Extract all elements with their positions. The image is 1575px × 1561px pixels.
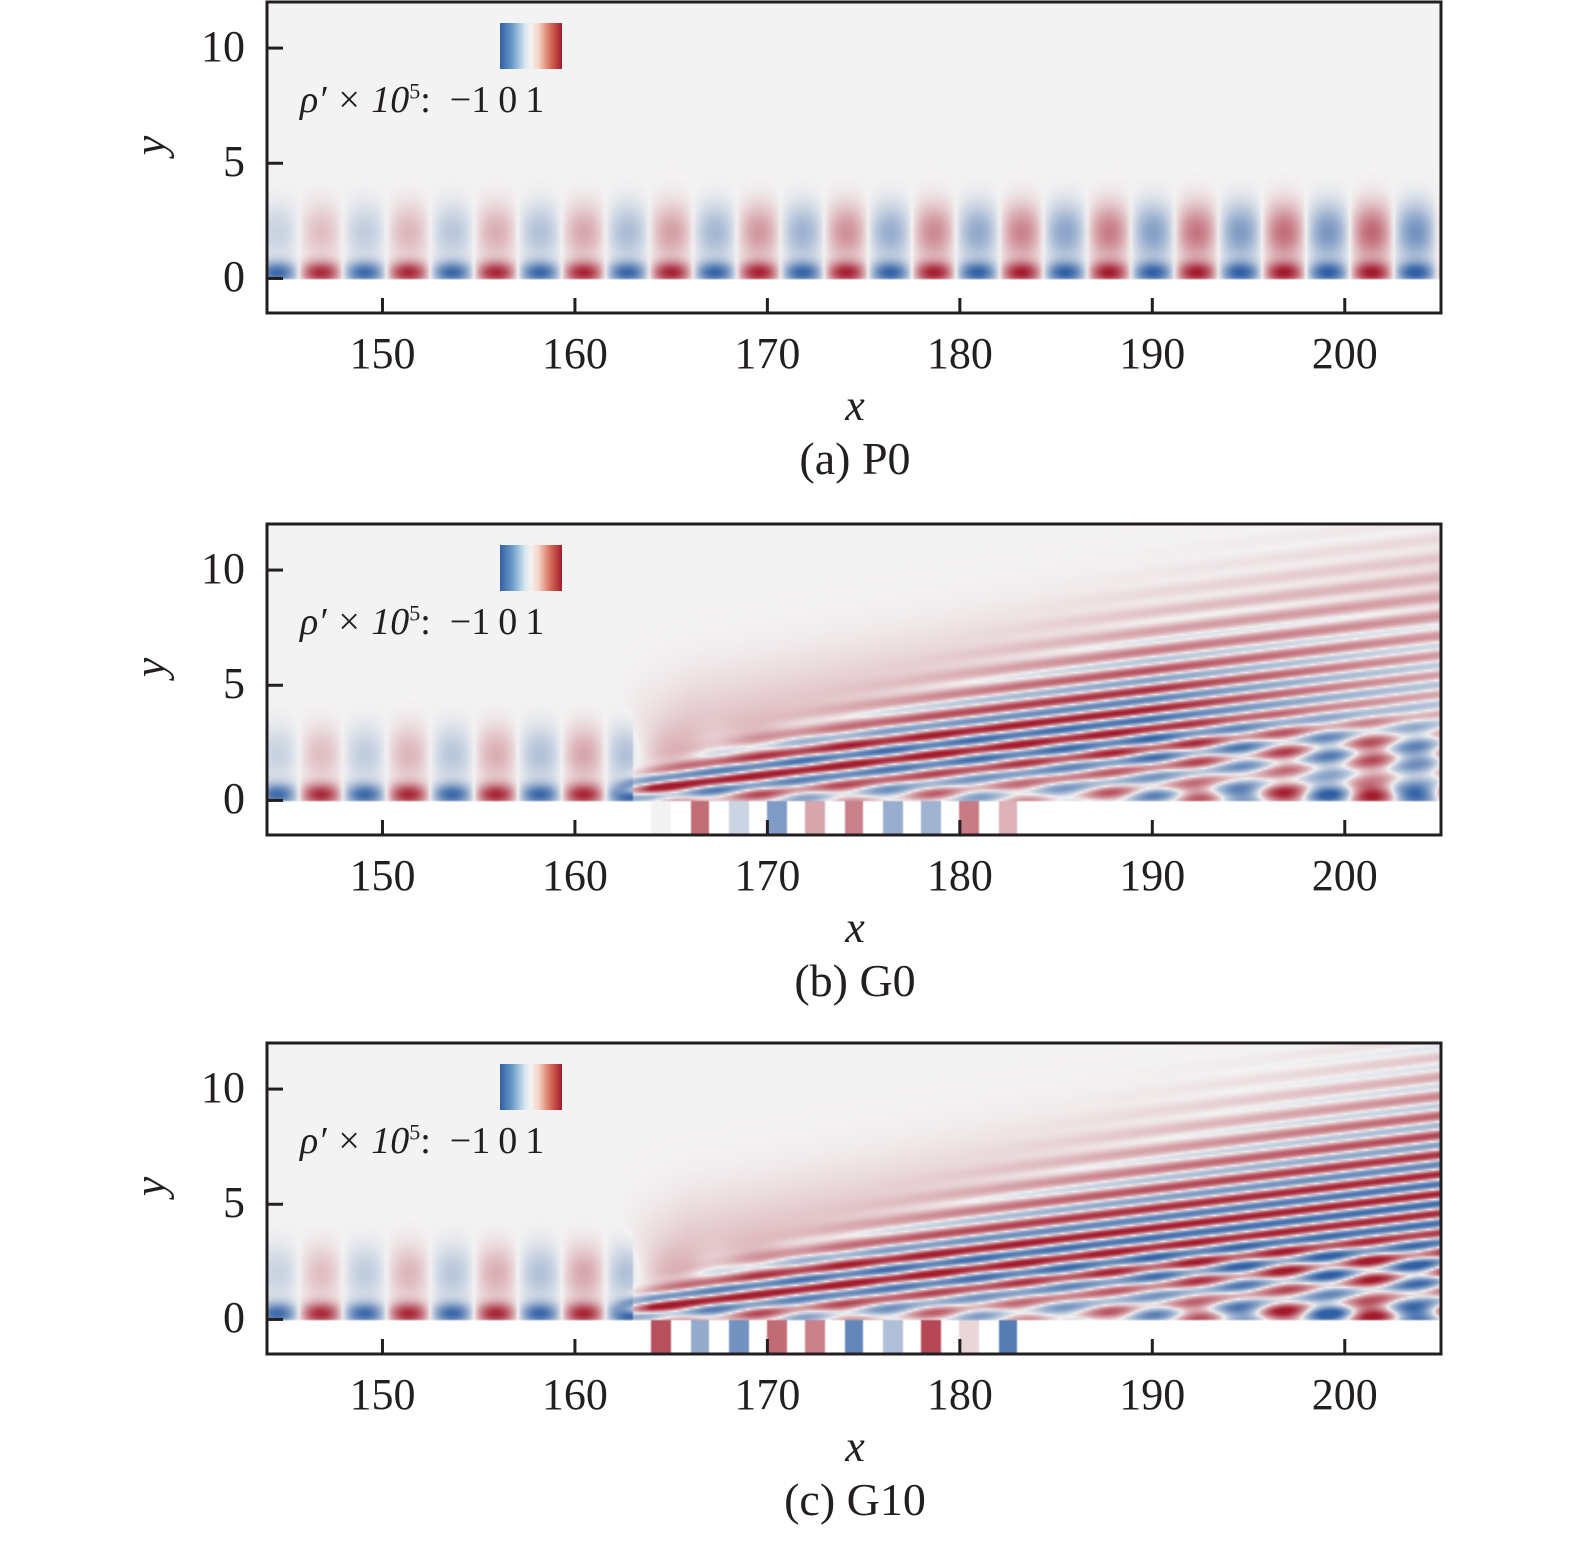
density-perturbation-field — [267, 1043, 1441, 1354]
x-tick-label: 180 — [926, 329, 993, 378]
colorbar — [500, 1064, 562, 1110]
x-tick-label: 200 — [1311, 329, 1378, 378]
colorbar-colon: : — [420, 79, 431, 121]
colorbar-exponent: 5 — [409, 1119, 421, 1145]
x-tick-label: 200 — [1311, 1370, 1378, 1419]
colorbar-tick: 1 — [525, 601, 545, 643]
x-axis-label: x — [845, 1422, 865, 1471]
x-tick-label: 170 — [734, 851, 801, 900]
y-tick-label: 5 — [223, 137, 245, 187]
axes — [265, 1041, 1443, 1356]
x-tick-label: 180 — [926, 851, 993, 900]
plot-area — [265, 1041, 1443, 1356]
colorbar-label: ρ′ × 105: −1 0 1 — [300, 1119, 544, 1163]
panel-caption: (c) G10 — [784, 1474, 926, 1525]
colorbar-label: ρ′ × 105: −1 0 1 — [300, 600, 544, 644]
x-tick-label: 180 — [926, 1370, 993, 1419]
colorbar-tick: −1 — [449, 601, 491, 643]
y-axis-label: y — [125, 135, 175, 156]
colorbar-tick: 1 — [525, 1120, 545, 1162]
x-tick-label: 190 — [1119, 1370, 1186, 1419]
panel-p0: ρ′ × 105: −1 0 1 y x (a) P0 150 160 170 180 190… — [0, 0, 1575, 520]
x-tick-label: 160 — [541, 851, 608, 900]
x-tick-label: 160 — [541, 1370, 608, 1419]
y-axis-label: y — [125, 1176, 175, 1197]
axes-frame — [265, 0, 1443, 315]
axes — [265, 0, 1443, 315]
y-tick-label: 10 — [201, 1063, 245, 1113]
colorbar — [500, 545, 562, 591]
y-tick-label: 5 — [223, 1178, 245, 1228]
colorbar-tick: −1 — [449, 79, 491, 121]
x-tick-label: 190 — [1119, 329, 1186, 378]
colorbar-tick: 0 — [498, 1120, 518, 1162]
axes — [265, 522, 1443, 837]
y-tick-label: 5 — [223, 659, 245, 709]
panel-caption: (a) P0 — [799, 433, 911, 484]
y-tick-label: 0 — [223, 1293, 245, 1343]
colorbar-quantity: ρ′ × 10 — [300, 1120, 410, 1162]
colorbar-colon: : — [420, 601, 431, 643]
plot-area — [265, 522, 1443, 837]
panel-caption: (b) G0 — [794, 955, 916, 1006]
y-tick-label: 0 — [223, 774, 245, 824]
x-tick-label: 190 — [1119, 851, 1186, 900]
x-tick-label: 200 — [1311, 851, 1378, 900]
colorbar-exponent: 5 — [409, 78, 421, 104]
axes-frame — [265, 1041, 1443, 1356]
colorbar-quantity: ρ′ × 10 — [300, 601, 410, 643]
y-tick-label: 0 — [223, 252, 245, 302]
colorbar-quantity: ρ′ × 10 — [300, 79, 410, 121]
density-perturbation-field — [267, 2, 1441, 313]
colorbar-tick: −1 — [449, 1120, 491, 1162]
y-tick-label: 10 — [201, 22, 245, 72]
colorbar-tick: 0 — [498, 79, 518, 121]
panel-g0: ρ′ × 105: −1 0 1 y x (b) G0 150 160 170 180 190… — [0, 522, 1575, 1042]
colorbar-exponent: 5 — [409, 600, 421, 626]
x-axis-label: x — [845, 381, 865, 430]
x-tick-label: 150 — [349, 851, 416, 900]
colorbar-colon: : — [420, 1120, 431, 1162]
colorbar-label: ρ′ × 105: −1 0 1 — [300, 78, 544, 122]
y-tick-label: 10 — [201, 544, 245, 594]
x-tick-label: 150 — [349, 329, 416, 378]
colorbar-tick: 1 — [525, 79, 545, 121]
y-axis-label: y — [125, 657, 175, 678]
density-perturbation-field — [267, 524, 1441, 835]
x-tick-label: 160 — [541, 329, 608, 378]
x-axis-label: x — [845, 903, 865, 952]
axes-frame — [265, 522, 1443, 837]
panel-g10: ρ′ × 105: −1 0 1 y x (c) G10 150 160 170 180 19… — [0, 1041, 1575, 1561]
x-tick-label: 170 — [734, 1370, 801, 1419]
plot-area — [265, 0, 1443, 315]
colorbar-tick: 0 — [498, 601, 518, 643]
colorbar — [500, 23, 562, 69]
x-tick-label: 170 — [734, 329, 801, 378]
x-tick-label: 150 — [349, 1370, 416, 1419]
